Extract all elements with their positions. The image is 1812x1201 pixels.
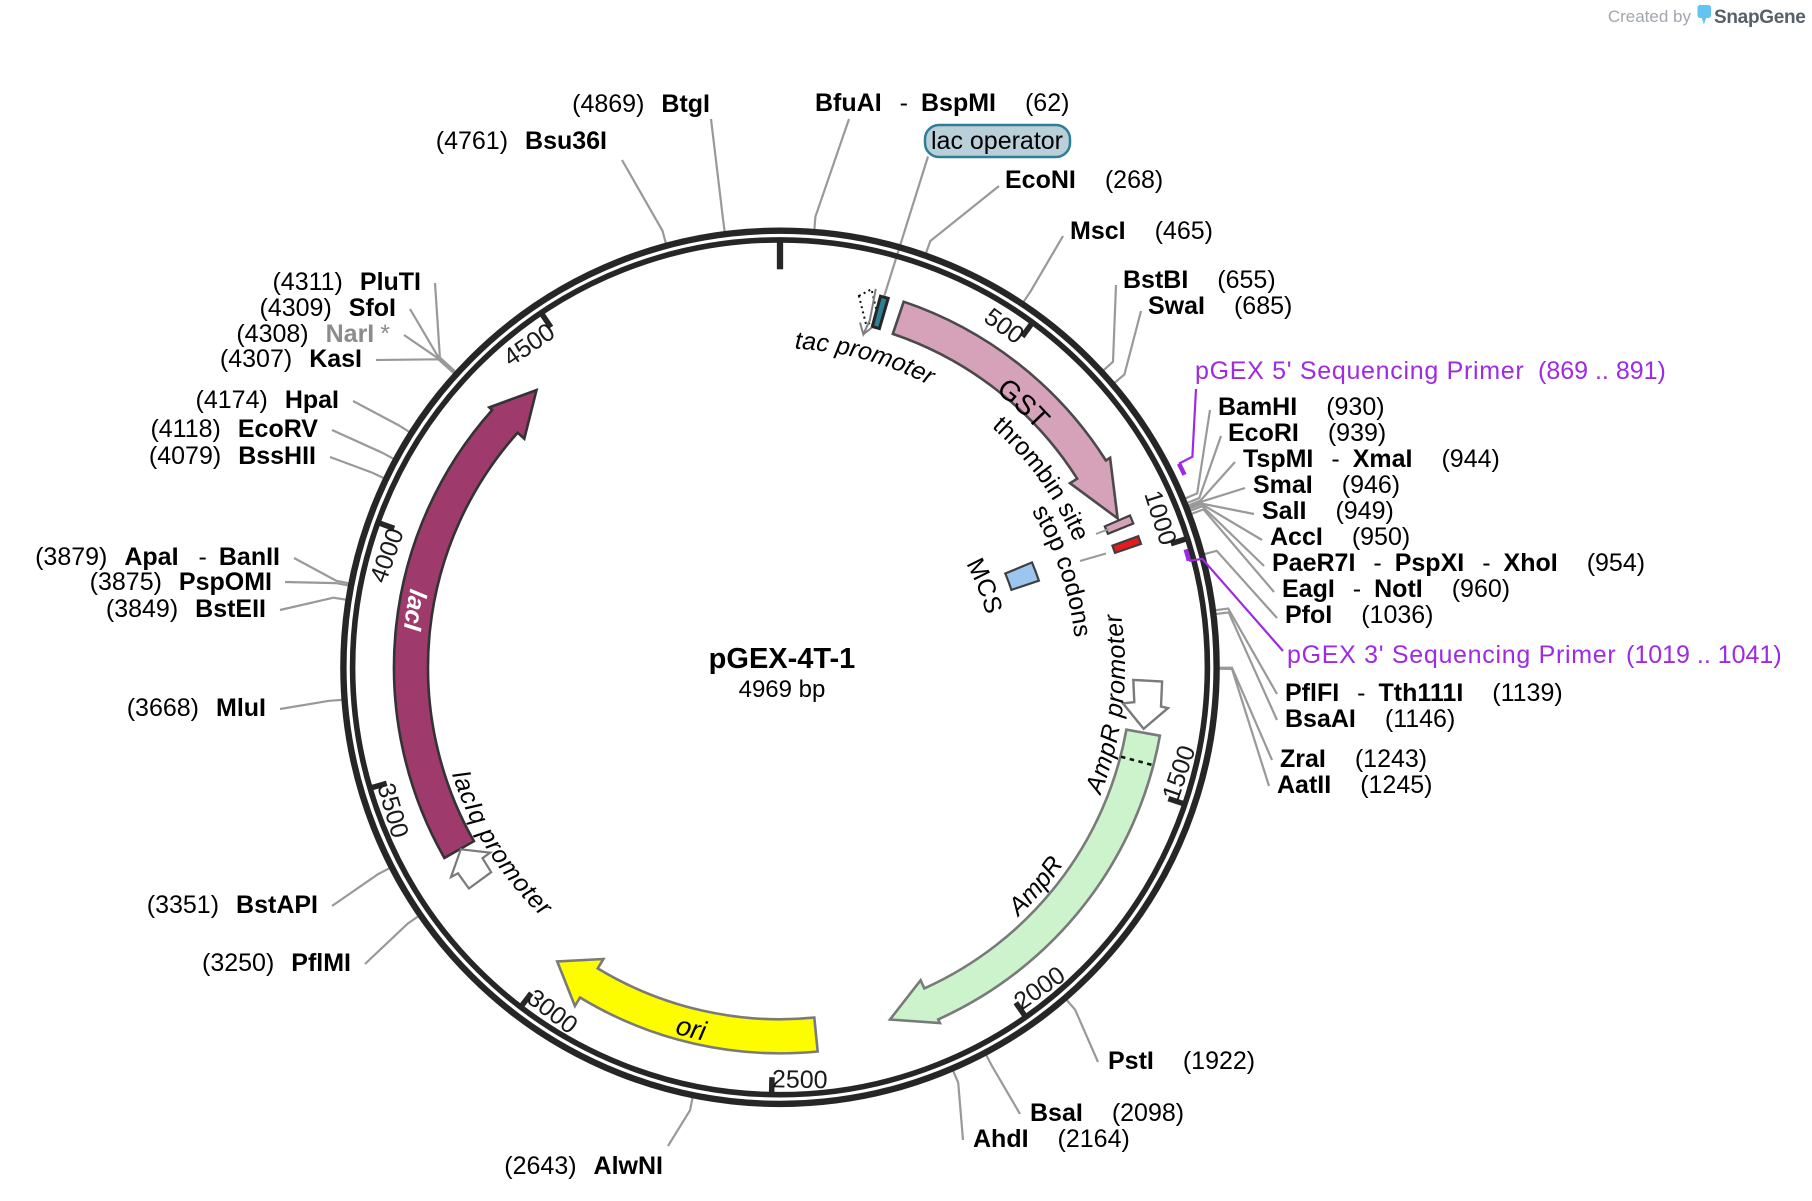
svg-text:(869 .. 891): (869 .. 891) [1538,357,1666,385]
svg-text:Created by: Created by [1608,7,1692,26]
svg-text:SnapGene: SnapGene [1714,7,1806,28]
svg-text:lac operator: lac operator [931,127,1063,155]
svg-text:PflFI-Tth111I(1139): PflFI-Tth111I(1139) [1285,679,1563,707]
svg-text:pGEX-4T-1: pGEX-4T-1 [709,643,856,675]
svg-text:(3668)MluI: (3668)MluI [127,694,266,722]
svg-text:(4309)SfoI: (4309)SfoI [260,294,396,322]
svg-text:TspMI-XmaI(944): TspMI-XmaI(944) [1243,445,1500,473]
svg-text:pGEX 5' Sequencing Primer: pGEX 5' Sequencing Primer [1195,357,1524,385]
svg-text:(1019 .. 1041): (1019 .. 1041) [1626,641,1782,669]
svg-text:2500: 2500 [772,1065,828,1094]
svg-text:4969 bp: 4969 bp [739,676,826,703]
svg-text:PaeR7I-PspXI-XhoI(954): PaeR7I-PspXI-XhoI(954) [1272,549,1645,577]
svg-text:(3879)ApaI-BanII: (3879)ApaI-BanII [35,543,280,571]
svg-text:(4307)KasI: (4307)KasI [220,345,362,373]
svg-text:(4869)BtgI: (4869)BtgI [572,90,710,118]
svg-text:EagI-NotI(960): EagI-NotI(960) [1282,575,1510,603]
svg-text:pGEX 3' Sequencing Primer: pGEX 3' Sequencing Primer [1287,641,1616,669]
svg-text:BfuAI-BspMI(62): BfuAI-BspMI(62) [815,89,1069,117]
svg-text:(4174)HpaI: (4174)HpaI [196,386,339,414]
svg-text:(3875)PspOMI: (3875)PspOMI [90,568,272,596]
